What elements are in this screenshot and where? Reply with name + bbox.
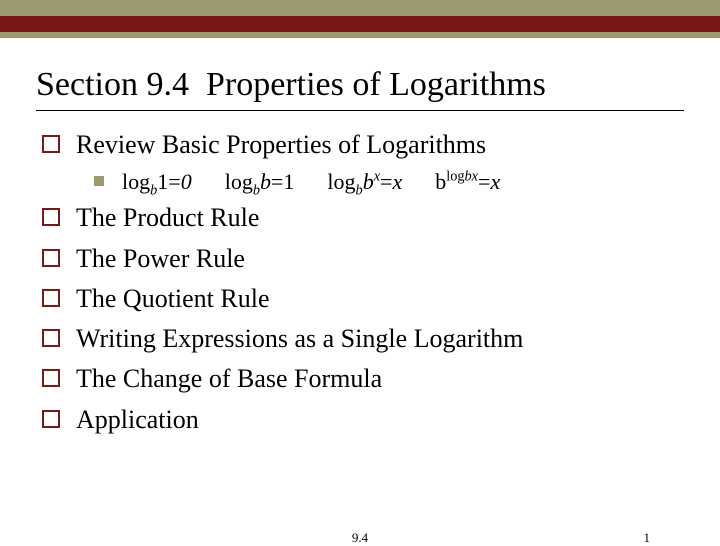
- bullet-product-rule: The Product Rule: [42, 198, 690, 238]
- formula-log-b-1: logb1=0: [122, 169, 197, 194]
- bullet-power-rule: The Power Rule: [42, 239, 690, 279]
- bullet-text: Application: [76, 405, 199, 434]
- sub-bullet-formulas: logb1=0 logbb=1 logbbx=x blogbx=x: [94, 165, 690, 198]
- bar-maroon: [0, 16, 720, 32]
- formula-log-b-bx: logbbx=x: [322, 169, 408, 194]
- bullet-application: Application: [42, 400, 690, 440]
- bar-olive-top: [0, 0, 720, 16]
- bullet-single-log: Writing Expressions as a Single Logarith…: [42, 319, 690, 359]
- header-decorative-bars: [0, 0, 720, 38]
- bullet-review: Review Basic Properties of Logarithms lo…: [42, 125, 690, 198]
- bullet-text: The Quotient Rule: [76, 284, 270, 313]
- title-underline: [36, 110, 684, 111]
- bullet-change-base: The Change of Base Formula: [42, 359, 690, 399]
- bullet-text: The Product Rule: [76, 203, 259, 232]
- bullet-text: Writing Expressions as a Single Logarith…: [76, 324, 523, 353]
- slide-title: Section 9.4 Properties of Logarithms: [36, 66, 684, 104]
- bullet-quotient-rule: The Quotient Rule: [42, 279, 690, 319]
- main-bullet-list: Review Basic Properties of Logarithms lo…: [42, 125, 690, 440]
- formula-log-b-b: logbb=1: [219, 169, 300, 194]
- footer-section-label: 9.4: [352, 530, 368, 546]
- footer-page-number: 1: [644, 530, 651, 546]
- formula-b-logbx: blogbx=x: [430, 169, 500, 194]
- bullet-text: The Power Rule: [76, 244, 245, 273]
- bullet-text: Review Basic Properties of Logarithms: [76, 130, 486, 159]
- bar-olive-bottom: [0, 32, 720, 38]
- bullet-text: The Change of Base Formula: [76, 364, 382, 393]
- sub-bullet-list: logb1=0 logbb=1 logbbx=x blogbx=x: [94, 165, 690, 198]
